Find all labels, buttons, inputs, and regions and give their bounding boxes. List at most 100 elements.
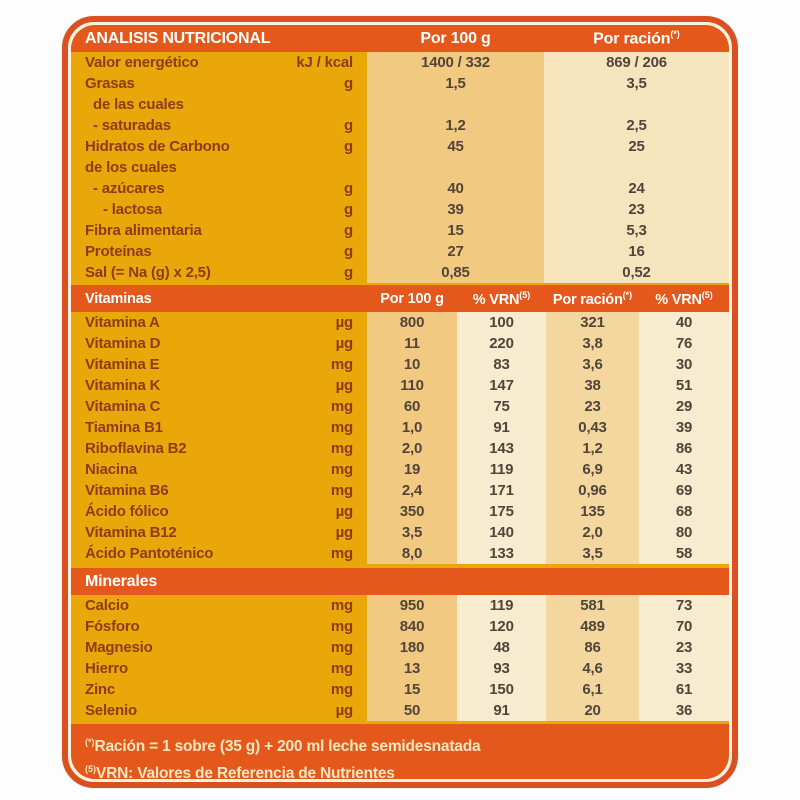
value-vrn-100g: 143 xyxy=(457,438,546,459)
table-row: de los cuales xyxy=(71,157,729,178)
footnotes: (*)Ración = 1 sobre (35 g) + 200 ml lech… xyxy=(71,724,729,779)
value-por-racion: 3,6 xyxy=(546,354,639,375)
nutrition-label-card: ANALISIS NUTRICIONAL Por 100 g Por ració… xyxy=(62,16,738,788)
value-vrn-100g: 100 xyxy=(457,312,546,333)
nutrient-unit: mg xyxy=(330,639,353,656)
nutrient-label: Sal (= Na (g) x 2,5) xyxy=(85,264,211,281)
value-vrn-racion: 86 xyxy=(639,438,729,459)
value-per-100g: 27 xyxy=(367,241,544,262)
minerals-table: Calcio mg 950 119 581 73 Fósforo mg 840 … xyxy=(71,595,729,724)
value-vrn-racion: 69 xyxy=(639,480,729,501)
nutrient-unit: g xyxy=(344,222,353,239)
footnote-vrn: (5)VRN: Valores de Referencia de Nutrien… xyxy=(85,764,395,779)
nutrient-unit: mg xyxy=(330,461,353,478)
nutrient-label: Vitamina C xyxy=(85,398,161,415)
footnote-racion: (*)Ración = 1 sobre (35 g) + 200 ml lech… xyxy=(85,737,481,756)
value-per-100g: 800 xyxy=(367,312,457,333)
value-vrn-100g: 93 xyxy=(457,658,546,679)
table-row: Vitamina B6 mg 2,4 171 0,96 69 xyxy=(71,480,729,501)
vitamins-header-band: Vitaminas Por 100 g % VRN(5) Por ración(… xyxy=(71,285,729,312)
nutrient-label: Calcio xyxy=(85,597,129,614)
nutrient-unit: g xyxy=(344,201,353,218)
value-per-100g: 60 xyxy=(367,396,457,417)
nutrient-label: Fibra alimentaria xyxy=(85,222,202,239)
value-por-racion: 0,52 xyxy=(544,262,729,283)
nutrient-label: Vitamina A xyxy=(85,314,160,331)
value-por-racion: 1,2 xyxy=(546,438,639,459)
table-row: Vitamina A µg 800 100 321 40 xyxy=(71,312,729,333)
nutrient-label: Vitamina B6 xyxy=(85,482,169,499)
table-row: Vitamina K µg 110 147 38 51 xyxy=(71,375,729,396)
nutrient-unit: mg xyxy=(330,398,353,415)
value-por-racion: 24 xyxy=(544,178,729,199)
value-vrn-racion: 73 xyxy=(639,595,729,616)
nutrient-unit: mg xyxy=(330,681,353,698)
value-vrn-100g: 147 xyxy=(457,375,546,396)
value-per-100g: 1,2 xyxy=(367,115,544,136)
table-row: Valor energético kJ / kcal 1400 / 332 86… xyxy=(71,52,729,73)
value-per-100g: 10 xyxy=(367,354,457,375)
value-vrn-racion: 80 xyxy=(639,522,729,543)
nutrient-label: - azúcares xyxy=(93,180,165,197)
main-header-band: ANALISIS NUTRICIONAL Por 100 g Por ració… xyxy=(71,25,729,52)
nutrient-label: Ácido fólico xyxy=(85,503,169,520)
value-vrn-100g: 220 xyxy=(457,333,546,354)
value-per-100g: 2,4 xyxy=(367,480,457,501)
value-per-100g: 15 xyxy=(367,679,457,700)
vitamins-column-header-vrn-racion: % VRN(5) xyxy=(655,289,713,308)
value-per-100g: 350 xyxy=(367,501,457,522)
vitamins-section-title: Vitaminas xyxy=(85,290,152,307)
value-por-racion: 581 xyxy=(546,595,639,616)
table-row: Hidratos de Carbono g 45 25 xyxy=(71,136,729,157)
table-row: de las cuales xyxy=(71,94,729,115)
nutrient-unit xyxy=(295,157,367,178)
value-por-racion: 135 xyxy=(546,501,639,522)
nutrient-unit: g xyxy=(344,180,353,197)
nutrient-unit: g xyxy=(344,75,353,92)
table-row: Vitamina C mg 60 75 23 29 xyxy=(71,396,729,417)
nutrient-unit: µg xyxy=(335,702,354,719)
value-per-100g: 15 xyxy=(367,220,544,241)
table-row: Zinc mg 15 150 6,1 61 xyxy=(71,679,729,700)
value-por-racion: 23 xyxy=(544,199,729,220)
value-per-100g: 180 xyxy=(367,637,457,658)
nutrient-label: Selenio xyxy=(85,702,137,719)
table-row: Hierro mg 13 93 4,6 33 xyxy=(71,658,729,679)
nutrition-table: ANALISIS NUTRICIONAL Por 100 g Por ració… xyxy=(71,25,729,779)
nutrient-unit: mg xyxy=(330,545,353,562)
table-row: Niacina mg 19 119 6,9 43 xyxy=(71,459,729,480)
nutrient-label: Vitamina E xyxy=(85,356,160,373)
table-title: ANALISIS NUTRICIONAL xyxy=(85,29,271,47)
value-por-racion: 869 / 206 xyxy=(544,52,729,73)
value-vrn-100g: 48 xyxy=(457,637,546,658)
value-por-racion: 86 xyxy=(546,637,639,658)
value-por-racion: 25 xyxy=(544,136,729,157)
vitamins-column-header-per-100g: Por 100 g xyxy=(380,290,444,307)
table-row: - lactosa g 39 23 xyxy=(71,199,729,220)
value-vrn-racion: 58 xyxy=(639,543,729,564)
table-row: Fibra alimentaria g 15 5,3 xyxy=(71,220,729,241)
value-por-racion: 3,5 xyxy=(546,543,639,564)
value-per-100g: 1,0 xyxy=(367,417,457,438)
nutrient-unit: mg xyxy=(330,618,353,635)
nutrient-label: Hidratos de Carbono xyxy=(85,138,230,155)
value-por-racion: 0,96 xyxy=(546,480,639,501)
nutrient-unit: g xyxy=(344,264,353,281)
nutrient-label: - lactosa xyxy=(103,201,163,218)
value-por-racion: 4,6 xyxy=(546,658,639,679)
table-row: Sal (= Na (g) x 2,5) g 0,85 0,52 xyxy=(71,262,729,283)
nutrient-label: Tiamina B1 xyxy=(85,419,163,436)
table-row: Riboflavina B2 mg 2,0 143 1,2 86 xyxy=(71,438,729,459)
vitamins-table: Vitamina A µg 800 100 321 40 Vitamina D … xyxy=(71,312,729,568)
nutrient-label: Valor energético xyxy=(85,54,199,71)
value-per-100g: 50 xyxy=(367,700,457,721)
nutrient-label: Grasas xyxy=(85,75,135,92)
table-row: Vitamina E mg 10 83 3,6 30 xyxy=(71,354,729,375)
value-per-100g xyxy=(367,94,544,115)
nutrient-unit: kJ / kcal xyxy=(296,54,353,71)
value-por-racion xyxy=(544,94,729,115)
value-vrn-100g: 91 xyxy=(457,417,546,438)
nutrient-unit: µg xyxy=(335,377,354,394)
nutrient-unit: mg xyxy=(330,482,353,499)
value-vrn-racion: 30 xyxy=(639,354,729,375)
